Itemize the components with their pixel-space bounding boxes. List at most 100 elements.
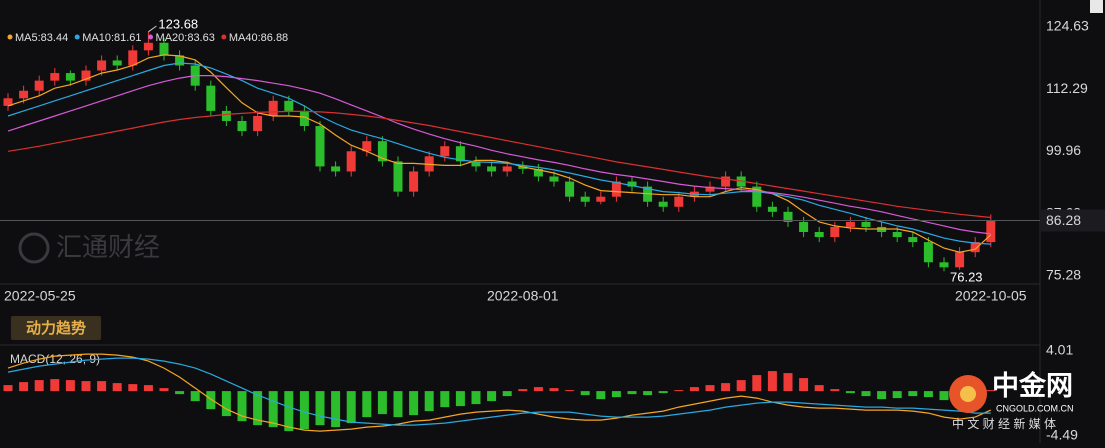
candle-body	[955, 252, 965, 268]
macd-bar	[565, 390, 575, 392]
logo: 中金网 CNGOLD.COM.CN 中 文 财 经 新 媒 体	[949, 370, 1074, 431]
macd-bar	[393, 391, 403, 418]
candle-body	[721, 176, 731, 187]
macd-bar	[455, 391, 465, 407]
candle-body	[159, 42, 169, 56]
price-label: 86.28	[1046, 212, 1081, 228]
macd-bar	[128, 384, 138, 392]
candle-body	[845, 221, 855, 227]
candle-body	[268, 100, 278, 116]
candle-body	[580, 196, 590, 202]
legend-label: MA5:83.44	[15, 32, 68, 44]
x-tick-label: 2022-10-05	[955, 288, 1027, 304]
candle-body	[970, 242, 980, 253]
macd-bar	[549, 388, 559, 392]
candle-body	[830, 226, 840, 238]
y-tick-label: 75.28	[1046, 267, 1081, 283]
candle-body	[377, 141, 387, 162]
candle-body	[284, 100, 294, 111]
macd-bar	[518, 389, 528, 392]
macd-bar	[908, 391, 918, 397]
macd-bar	[206, 391, 216, 410]
macd-bar	[705, 385, 715, 392]
legend-marker	[74, 34, 80, 40]
macd-bar	[424, 391, 434, 412]
candle-body	[362, 141, 372, 152]
candle-body	[409, 171, 419, 192]
macd-bar	[596, 391, 606, 400]
macd-bar	[502, 391, 512, 397]
macd-bar	[346, 391, 356, 424]
y-tick-label: 124.63	[1046, 18, 1089, 34]
macd-bar	[81, 381, 91, 392]
candle-body	[3, 98, 13, 106]
macd-title: MACD(12, 26, 9)	[10, 352, 100, 366]
ma-line	[7, 62, 991, 245]
macd-bar	[253, 391, 263, 426]
candle-body	[549, 176, 559, 182]
candle-body	[565, 181, 575, 197]
legend-label: MA10:81.61	[82, 32, 141, 44]
macd-bar	[877, 391, 887, 400]
macd-bar	[689, 387, 699, 392]
macd-bar	[65, 380, 75, 392]
candle-body	[206, 85, 216, 111]
macd-bar	[34, 380, 44, 392]
candle-body	[315, 126, 325, 167]
macd-bar	[767, 371, 777, 392]
y-tick-label: 112.29	[1046, 80, 1088, 96]
legend-label: MA40:86.88	[229, 32, 288, 44]
candle-body	[627, 181, 637, 187]
macd-bar	[487, 391, 497, 402]
macd-bar	[299, 391, 309, 430]
macd-bar	[923, 391, 933, 398]
candle-body	[518, 166, 528, 169]
macd-bar	[315, 391, 325, 426]
macd-line	[7, 357, 991, 426]
y-tick-label: 99.96	[1046, 142, 1081, 158]
logo-name: 中金网	[992, 370, 1073, 401]
macd-bar	[986, 390, 996, 392]
candle-body	[393, 161, 403, 192]
x-tick-label: 2022-08-01	[487, 288, 559, 304]
candle-body	[908, 237, 918, 243]
candle-body	[986, 220, 996, 243]
legend-label: MA20:83.63	[156, 32, 215, 44]
macd-bar	[159, 388, 169, 392]
macd-bar	[175, 391, 185, 395]
candle-body	[34, 80, 44, 91]
macd-bar	[627, 391, 637, 395]
macd-bar	[752, 375, 762, 392]
x-tick-label: 2022-05-25	[4, 288, 76, 304]
price-box	[1041, 209, 1105, 232]
candle-body	[455, 146, 465, 162]
candle-body	[346, 151, 356, 172]
macd-bar	[658, 391, 668, 394]
macd-bar	[190, 391, 200, 402]
candle-body	[487, 166, 497, 172]
high-label: 123.68	[158, 16, 198, 31]
logo-slogan: 中 文 财 经 新 媒 体	[952, 416, 1056, 431]
macd-bar	[284, 391, 294, 432]
candle-body	[533, 168, 543, 177]
candle-body	[783, 211, 793, 222]
legend-marker	[7, 34, 13, 40]
tag-box	[11, 316, 101, 340]
logo-domain: CNGOLD.COM.CN	[996, 403, 1074, 413]
candle-body	[799, 221, 809, 233]
tag: 动力趋势	[26, 319, 86, 337]
candle-body	[767, 206, 777, 212]
candle-body	[175, 55, 185, 66]
candle-body	[97, 60, 107, 71]
candle-body	[50, 73, 60, 81]
legend-marker	[148, 34, 154, 40]
candle-body	[221, 110, 231, 121]
candle-body	[81, 70, 91, 81]
macd-bar	[939, 391, 949, 401]
candle-body	[19, 90, 29, 99]
macd-bar	[97, 381, 107, 392]
candle-body	[112, 60, 122, 66]
candle-body	[939, 262, 949, 268]
macd-bar	[471, 391, 481, 405]
